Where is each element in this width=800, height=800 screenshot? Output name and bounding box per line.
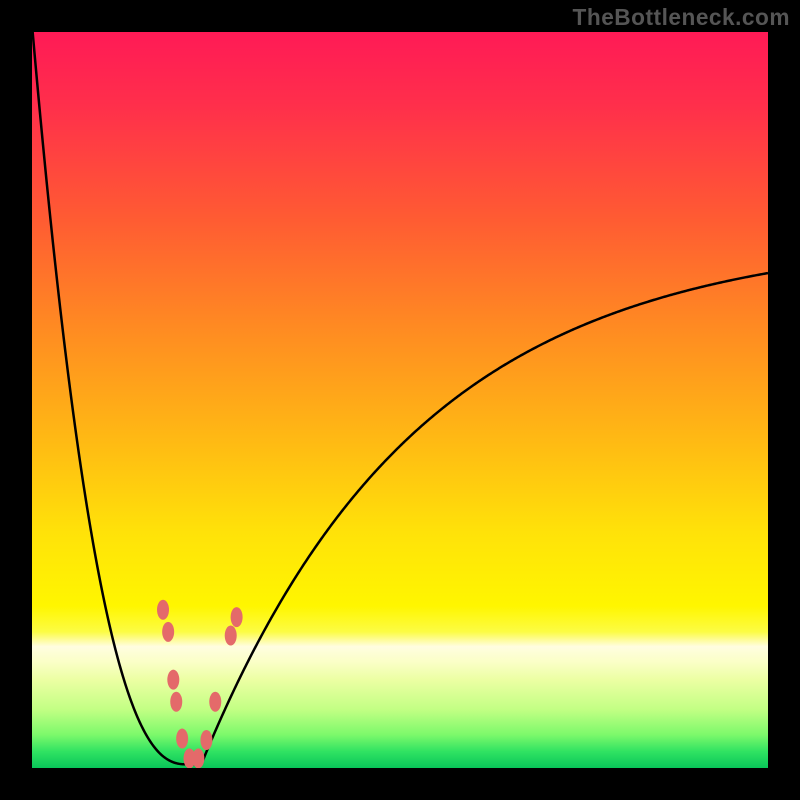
curve-marker [192, 748, 204, 768]
chart-container: TheBottleneck.com [0, 0, 800, 800]
plot-background-gradient [32, 32, 768, 768]
curve-marker [176, 729, 188, 749]
curve-marker [157, 600, 169, 620]
curve-marker [167, 670, 179, 690]
curve-marker [170, 692, 182, 712]
curve-marker [209, 692, 221, 712]
curve-marker [231, 607, 243, 627]
curve-marker [200, 730, 212, 750]
curve-marker [225, 626, 237, 646]
bottleneck-curve-chart [0, 0, 800, 800]
curve-marker [162, 622, 174, 642]
watermark-text: TheBottleneck.com [573, 4, 790, 31]
